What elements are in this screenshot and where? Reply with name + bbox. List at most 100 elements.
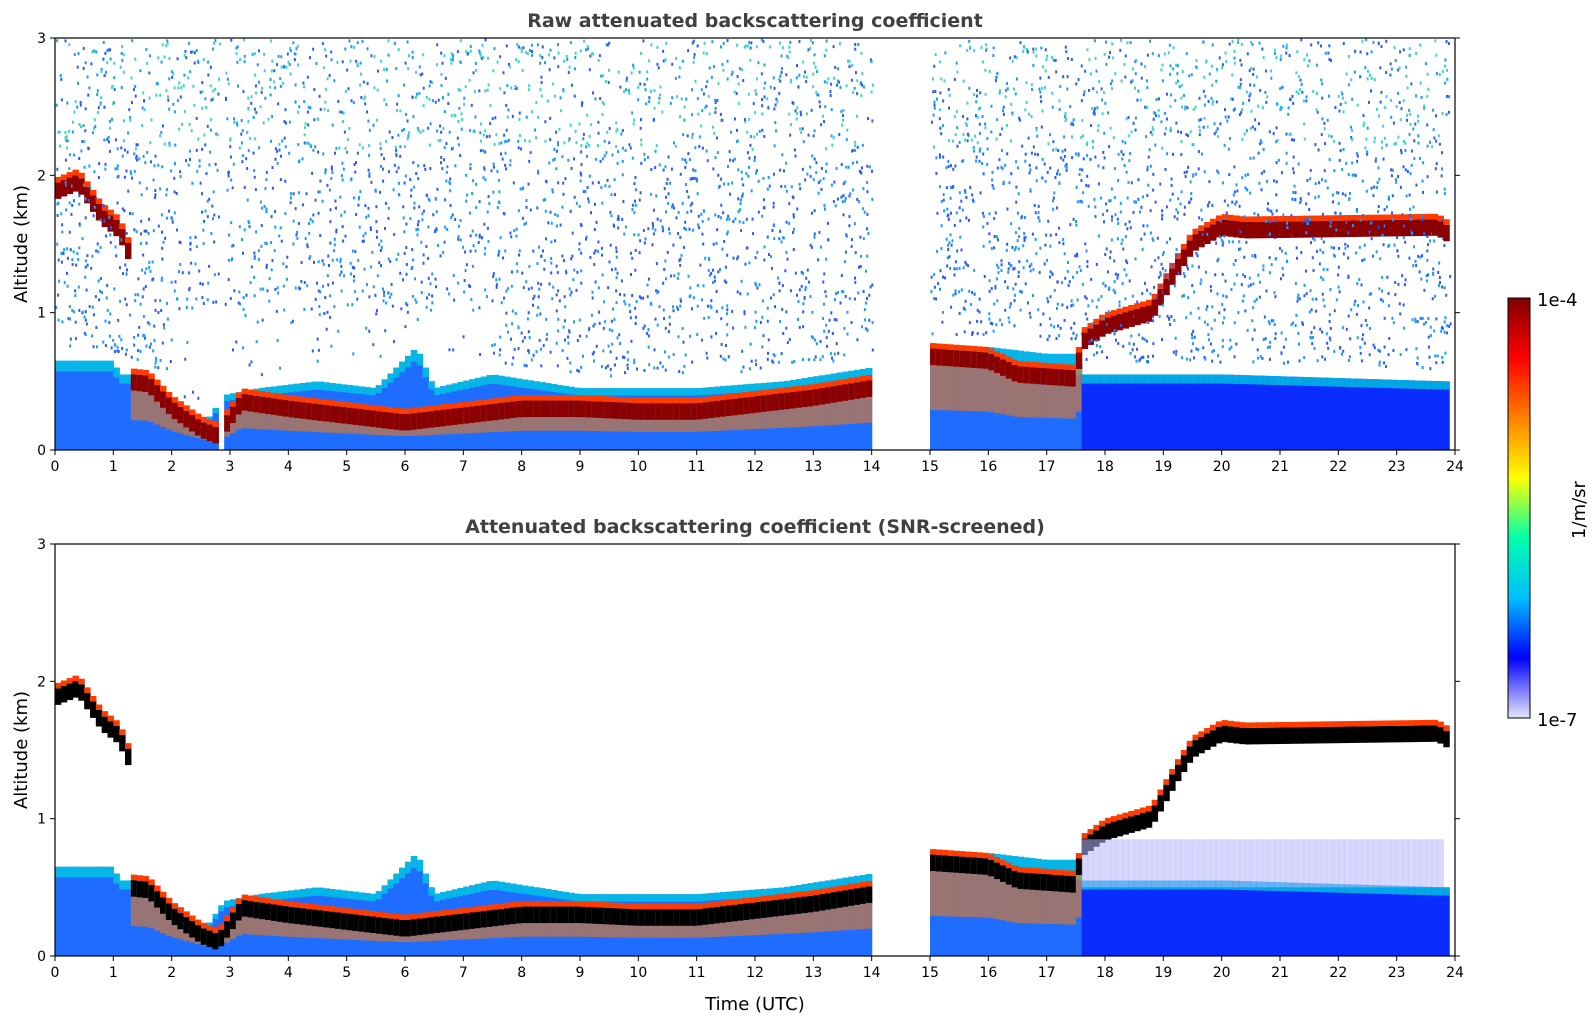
noise-speckle: [316, 359, 319, 363]
bl-edge-cell: [1058, 353, 1065, 366]
noise-speckle: [683, 118, 686, 122]
noise-speckle: [522, 186, 525, 190]
noise-speckle: [388, 295, 391, 299]
noise-speckle: [796, 106, 799, 110]
noise-speckle: [694, 79, 697, 83]
noise-speckle: [329, 208, 332, 212]
noise-speckle: [1065, 165, 1068, 169]
noise-speckle: [1195, 172, 1198, 176]
noise-speckle: [183, 109, 186, 113]
noise-speckle: [759, 366, 762, 370]
noise-speckle: [933, 64, 936, 68]
noise-speckle: [1182, 93, 1185, 97]
noise-speckle: [1180, 83, 1183, 87]
cloud-edge-cell: [1029, 361, 1036, 368]
noise-speckle: [482, 55, 485, 59]
noise-speckle: [700, 338, 703, 342]
noise-speckle: [1049, 270, 1052, 274]
noise-speckle: [574, 55, 577, 59]
noise-speckle: [168, 143, 171, 147]
noise-speckle: [395, 148, 398, 152]
noise-speckle: [611, 268, 614, 272]
cloud-cell: [1175, 258, 1182, 276]
cloud-cell: [177, 406, 184, 424]
noise-speckle: [568, 330, 571, 334]
noise-speckle: [1098, 80, 1101, 84]
noise-speckle: [505, 323, 508, 327]
noise-speckle: [205, 172, 208, 176]
noise-speckle: [861, 207, 864, 211]
noise-speckle: [799, 127, 802, 131]
noise-speckle: [440, 130, 443, 134]
noise-speckle: [1161, 303, 1164, 307]
noise-speckle: [751, 147, 754, 151]
noise-speckle: [1207, 100, 1210, 104]
noise-speckle: [746, 44, 749, 48]
noise-speckle: [350, 272, 353, 276]
noise-speckle: [692, 296, 695, 300]
noise-speckle: [352, 196, 355, 200]
noise-speckle: [233, 117, 236, 121]
noise-speckle: [248, 221, 251, 225]
cloud-cell: [708, 401, 715, 419]
noise-speckle: [728, 150, 731, 154]
noise-speckle: [499, 348, 502, 352]
noise-speckle: [1216, 127, 1219, 131]
noise-speckle: [935, 156, 938, 160]
noise-speckle: [1159, 284, 1162, 288]
noise-speckle: [1119, 201, 1122, 205]
bl-edge-cell: [603, 388, 610, 396]
noise-speckle: [757, 210, 760, 214]
noise-speckle: [1142, 355, 1145, 359]
noise-speckle: [422, 209, 425, 213]
noise-speckle: [962, 306, 965, 310]
noise-speckle: [973, 93, 976, 97]
noise-speckle: [573, 67, 576, 71]
noise-speckle: [805, 80, 808, 84]
warm-cell: [1005, 363, 1013, 416]
bl-edge-cell: [469, 379, 476, 388]
noise-speckle: [177, 270, 180, 274]
noise-speckle: [253, 175, 256, 179]
noise-speckle: [1180, 96, 1183, 100]
noise-speckle: [1189, 180, 1192, 184]
bl-edge-cell: [790, 379, 797, 389]
noise-speckle: [68, 201, 71, 205]
noise-speckle: [1237, 85, 1240, 89]
noise-speckle: [328, 73, 331, 77]
noise-speckle: [284, 145, 287, 149]
noise-speckle: [809, 46, 812, 50]
noise-speckle: [431, 301, 434, 305]
noise-speckle: [1051, 272, 1054, 276]
noise-speckle: [640, 161, 643, 165]
noise-speckle: [1016, 211, 1019, 215]
noise-speckle: [749, 46, 752, 50]
noise-speckle: [813, 129, 816, 133]
noise-speckle: [65, 208, 68, 212]
noise-speckle: [846, 128, 849, 132]
noise-speckle: [1127, 134, 1130, 138]
noise-speckle: [459, 154, 462, 158]
noise-speckle: [379, 249, 382, 253]
noise-speckle: [1044, 179, 1047, 183]
noise-speckle: [1215, 241, 1218, 245]
noise-speckle: [103, 138, 106, 142]
noise-speckle: [375, 220, 378, 224]
noise-speckle: [1094, 215, 1097, 219]
noise-speckle: [135, 154, 138, 158]
noise-speckle: [712, 281, 715, 285]
noise-speckle: [201, 282, 204, 286]
noise-speckle: [1004, 95, 1007, 99]
bl-edge-cell: [1180, 374, 1188, 384]
warm-cell: [795, 392, 803, 428]
noise-speckle: [978, 107, 981, 111]
noise-speckle: [60, 77, 63, 81]
noise-speckle: [623, 293, 626, 297]
noise-speckle: [856, 79, 859, 83]
cloud-cell: [136, 374, 144, 392]
noise-speckle: [1218, 311, 1221, 315]
noise-speckle: [472, 308, 475, 312]
noise-speckle: [1195, 59, 1198, 63]
noise-speckle: [963, 330, 966, 334]
noise-speckle: [421, 212, 424, 216]
